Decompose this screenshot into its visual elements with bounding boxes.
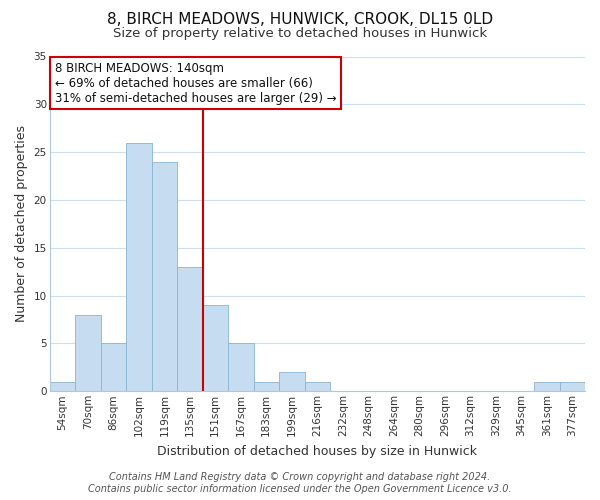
Bar (152, 162, 177, 392)
X-axis label: Distribution of detached houses by size in Hunwick: Distribution of detached houses by size … (157, 444, 477, 458)
Text: Contains HM Land Registry data © Crown copyright and database right 2024.
Contai: Contains HM Land Registry data © Crown c… (88, 472, 512, 494)
Bar (177, 267, 203, 392)
Bar (126, 142, 152, 392)
Y-axis label: Number of detached properties: Number of detached properties (15, 126, 28, 322)
Bar (50, 382, 75, 392)
Bar (305, 382, 330, 392)
Bar (75, 314, 101, 392)
Bar (279, 372, 305, 392)
Text: 8 BIRCH MEADOWS: 140sqm
← 69% of detached houses are smaller (66)
31% of semi-de: 8 BIRCH MEADOWS: 140sqm ← 69% of detache… (55, 62, 337, 104)
Bar (534, 382, 560, 392)
Bar (228, 344, 254, 392)
Bar (254, 382, 279, 392)
Bar (101, 344, 126, 392)
Text: Size of property relative to detached houses in Hunwick: Size of property relative to detached ho… (113, 28, 487, 40)
Bar (560, 382, 585, 392)
Text: 8, BIRCH MEADOWS, HUNWICK, CROOK, DL15 0LD: 8, BIRCH MEADOWS, HUNWICK, CROOK, DL15 0… (107, 12, 493, 28)
Bar (203, 305, 228, 392)
